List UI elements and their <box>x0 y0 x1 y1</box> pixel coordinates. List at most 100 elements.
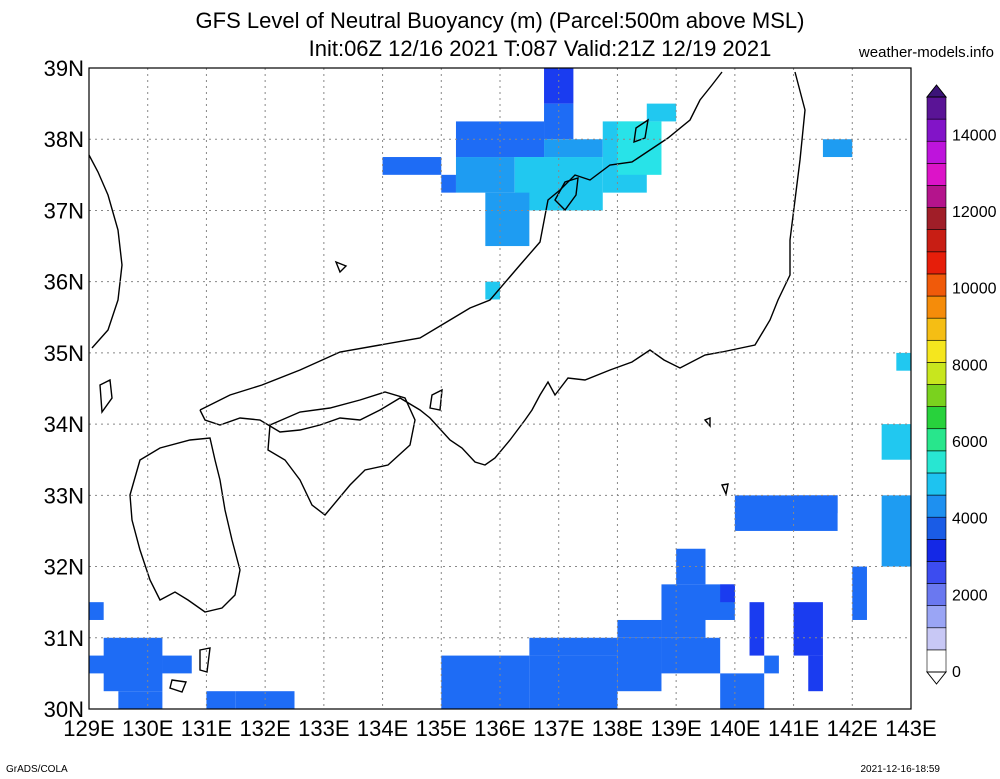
colorbar-label: 0 <box>952 664 961 681</box>
lon-tick-label: 135E <box>416 716 467 741</box>
timestamp-label: 2021-12-16-18:59 <box>860 764 940 775</box>
field-cell <box>206 691 236 709</box>
credit-label: GrADS/COLA <box>6 764 68 775</box>
field-cell <box>822 139 853 158</box>
colorbar-segment <box>926 140 947 164</box>
field-cell <box>485 281 500 300</box>
field-cell <box>661 584 706 638</box>
hachijo <box>720 483 729 497</box>
colorbar-segment <box>926 273 947 297</box>
lon-tick-label: 137E <box>533 716 584 741</box>
honshu-south-coast <box>199 71 806 466</box>
korea-coast <box>88 154 123 349</box>
lat-tick-label: 33N <box>44 483 84 508</box>
lon-tick-label: 138E <box>592 716 643 741</box>
field-cell <box>661 637 721 674</box>
colorbar-segment <box>926 339 947 363</box>
colorbar-segment <box>926 450 947 474</box>
colorbar-label: 4000 <box>952 511 988 528</box>
field-cell <box>896 352 911 371</box>
lon-tick-label: 142E <box>827 716 878 741</box>
field-cell <box>544 68 574 104</box>
lat-tick-label: 37N <box>44 198 84 223</box>
honshu-north-coast <box>199 71 723 411</box>
field-cell <box>544 103 574 140</box>
lon-tick-label: 139E <box>650 716 701 741</box>
colorbar-label: 6000 <box>952 434 988 451</box>
colorbar-segment <box>926 472 947 496</box>
field-cell <box>89 655 163 674</box>
field-cell <box>485 192 530 247</box>
colorbar-label: 2000 <box>952 587 988 604</box>
field-cell <box>235 691 295 709</box>
lon-tick-label: 132E <box>239 716 290 741</box>
field-cell <box>734 495 838 531</box>
kyushu-coast <box>129 437 241 613</box>
colorbar-segment <box>926 605 947 629</box>
field-cell <box>118 691 163 709</box>
yakushima <box>169 679 187 693</box>
colorbar-segment <box>926 163 947 186</box>
field-cell <box>793 602 823 656</box>
colorbar-segment <box>926 649 947 673</box>
lon-tick-label: 143E <box>885 716 936 741</box>
colorbar-segment <box>926 561 947 584</box>
field-cell <box>720 584 735 603</box>
field-cell <box>646 103 677 122</box>
chart-subtitle: Init:06Z 12/16 2021 T:087 Valid:21Z 12/1… <box>308 36 772 61</box>
field-cell <box>455 157 515 193</box>
coastline <box>88 71 806 693</box>
colorbar-segment <box>926 516 947 540</box>
field-cell <box>89 602 104 620</box>
longitude-labels: 129E 130E 131E 132E 133E 134E 135E 136E 137E 138E… <box>63 716 936 741</box>
colorbar-segment <box>926 251 947 275</box>
lat-tick-label: 32N <box>44 555 84 580</box>
field-cell <box>720 673 765 709</box>
lat-tick-label: 35N <box>44 341 84 366</box>
colorbar-segment <box>926 428 947 452</box>
site-name: weather-models.info <box>858 44 994 61</box>
colorbar-segment <box>926 627 947 651</box>
colorbar-bottom-arrow <box>925 671 948 685</box>
colorbar-label: 10000 <box>952 281 997 298</box>
colorbar-segment <box>926 229 947 253</box>
colorbar: 0 2000 4000 6000 8000 10000 12000 14000 <box>925 84 997 685</box>
colorbar-segment <box>926 118 947 142</box>
oki-island <box>334 260 348 274</box>
colorbar-segment <box>926 96 947 120</box>
field-cell <box>441 655 530 709</box>
lon-tick-label: 129E <box>63 716 114 741</box>
colorbar-segment <box>926 317 947 341</box>
colorbar-segment <box>926 494 947 518</box>
lat-tick-label: 31N <box>44 626 84 651</box>
field-cell <box>881 495 911 567</box>
field-cell <box>544 139 603 158</box>
colorbar-top-arrow <box>925 84 948 98</box>
lon-tick-label: 136E <box>474 716 525 741</box>
sado-island <box>633 118 649 144</box>
shikoku-coast <box>267 391 416 516</box>
lon-tick-label: 130E <box>122 716 173 741</box>
tsushima <box>99 378 113 414</box>
colorbar-segment <box>926 406 947 430</box>
lon-tick-label: 133E <box>298 716 349 741</box>
field-cell <box>455 121 545 158</box>
colorbar-segment <box>926 583 947 606</box>
lat-tick-label: 34N <box>44 412 84 437</box>
lat-tick-label: 36N <box>44 270 84 295</box>
awaji <box>429 388 443 411</box>
colorbar-segment <box>926 362 947 385</box>
field-cell <box>382 157 442 175</box>
field-cell <box>617 619 662 638</box>
colorbar-label: 14000 <box>952 127 997 144</box>
colorbar-label: 12000 <box>952 204 997 221</box>
lat-tick-label: 39N <box>44 56 84 81</box>
field-cell <box>529 637 618 656</box>
lat-tick-label: 30N <box>44 697 84 722</box>
field-cell <box>749 602 765 656</box>
noto-peninsula <box>554 177 579 212</box>
field-cell <box>764 655 779 674</box>
field-cell <box>808 655 823 692</box>
lon-tick-label: 131E <box>181 716 232 741</box>
